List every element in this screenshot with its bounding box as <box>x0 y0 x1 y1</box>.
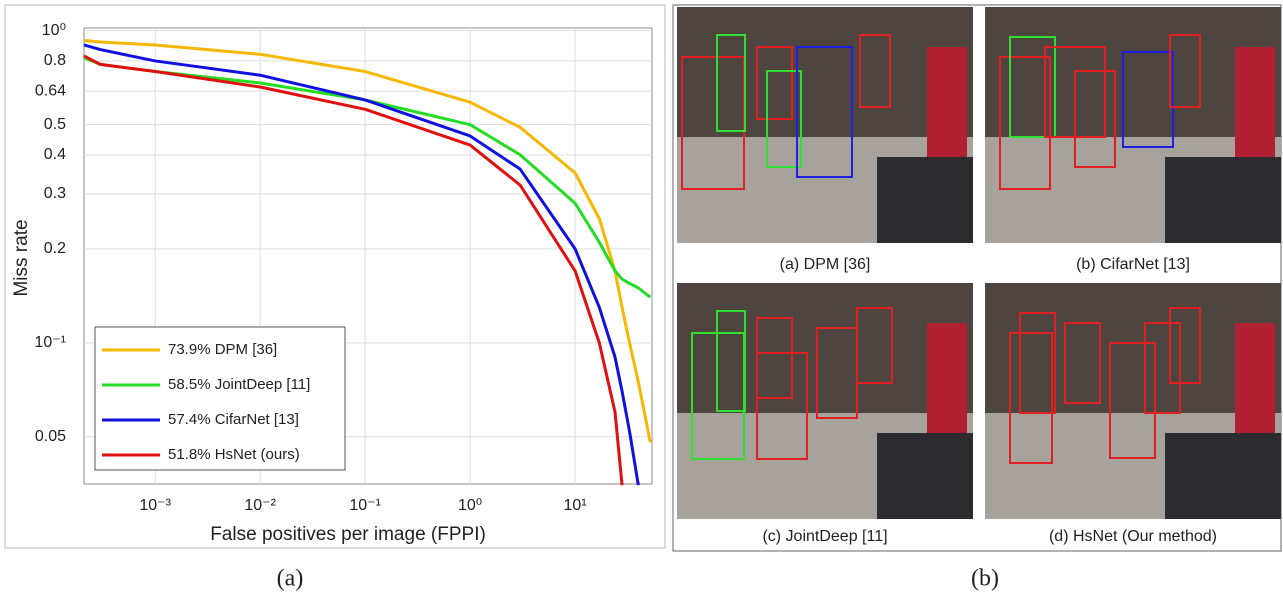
y-tick-label: 0.5 <box>44 116 66 133</box>
legend-label: 57.4% CifarNet [13] <box>168 411 299 428</box>
x-tick-label: 10⁰ <box>458 497 482 514</box>
x-axis-label: False positives per image (FPPI) <box>210 524 486 545</box>
caption: (d) HsNet (Our method) <box>1049 528 1217 545</box>
x-tick-label: 10⁻³ <box>139 497 171 514</box>
y-tick-label: 0.64 <box>35 82 66 99</box>
y-tick-label: 0.3 <box>44 185 66 202</box>
series-line <box>83 43 640 486</box>
x-tick-label: 10⁻² <box>244 497 276 514</box>
y-tick-label: 10⁻¹ <box>34 334 66 351</box>
y-axis-label: Miss rate <box>11 219 32 296</box>
x-tick-label: 10⁻¹ <box>349 497 381 514</box>
legend-label: 58.5% JointDeep [11] <box>168 376 310 393</box>
y-tick-label: 0.05 <box>35 428 66 445</box>
series-line <box>83 39 652 443</box>
photo-b <box>985 7 1281 243</box>
legend-label: 73.9% DPM [36] <box>168 341 277 358</box>
y-tick-label: 0.4 <box>44 146 66 163</box>
photos <box>677 7 1281 519</box>
panel-label: (b) <box>971 566 999 592</box>
panel-label: (a) <box>277 566 304 592</box>
y-tick-label: 0.8 <box>44 52 66 69</box>
caption: (a) DPM [36] <box>780 256 871 273</box>
legend-label: 51.8% HsNet (ours) <box>168 446 300 463</box>
series-line <box>83 54 624 486</box>
photo-a <box>677 7 973 243</box>
y-tick-label: 0.2 <box>44 240 66 257</box>
photo-d <box>985 283 1281 519</box>
caption: (c) JointDeep [11] <box>762 528 887 545</box>
photo-c <box>677 283 973 519</box>
x-tick-label: 10¹ <box>564 497 587 514</box>
caption: (b) CifarNet [13] <box>1076 256 1190 273</box>
y-tick-label: 10⁰ <box>42 22 66 39</box>
